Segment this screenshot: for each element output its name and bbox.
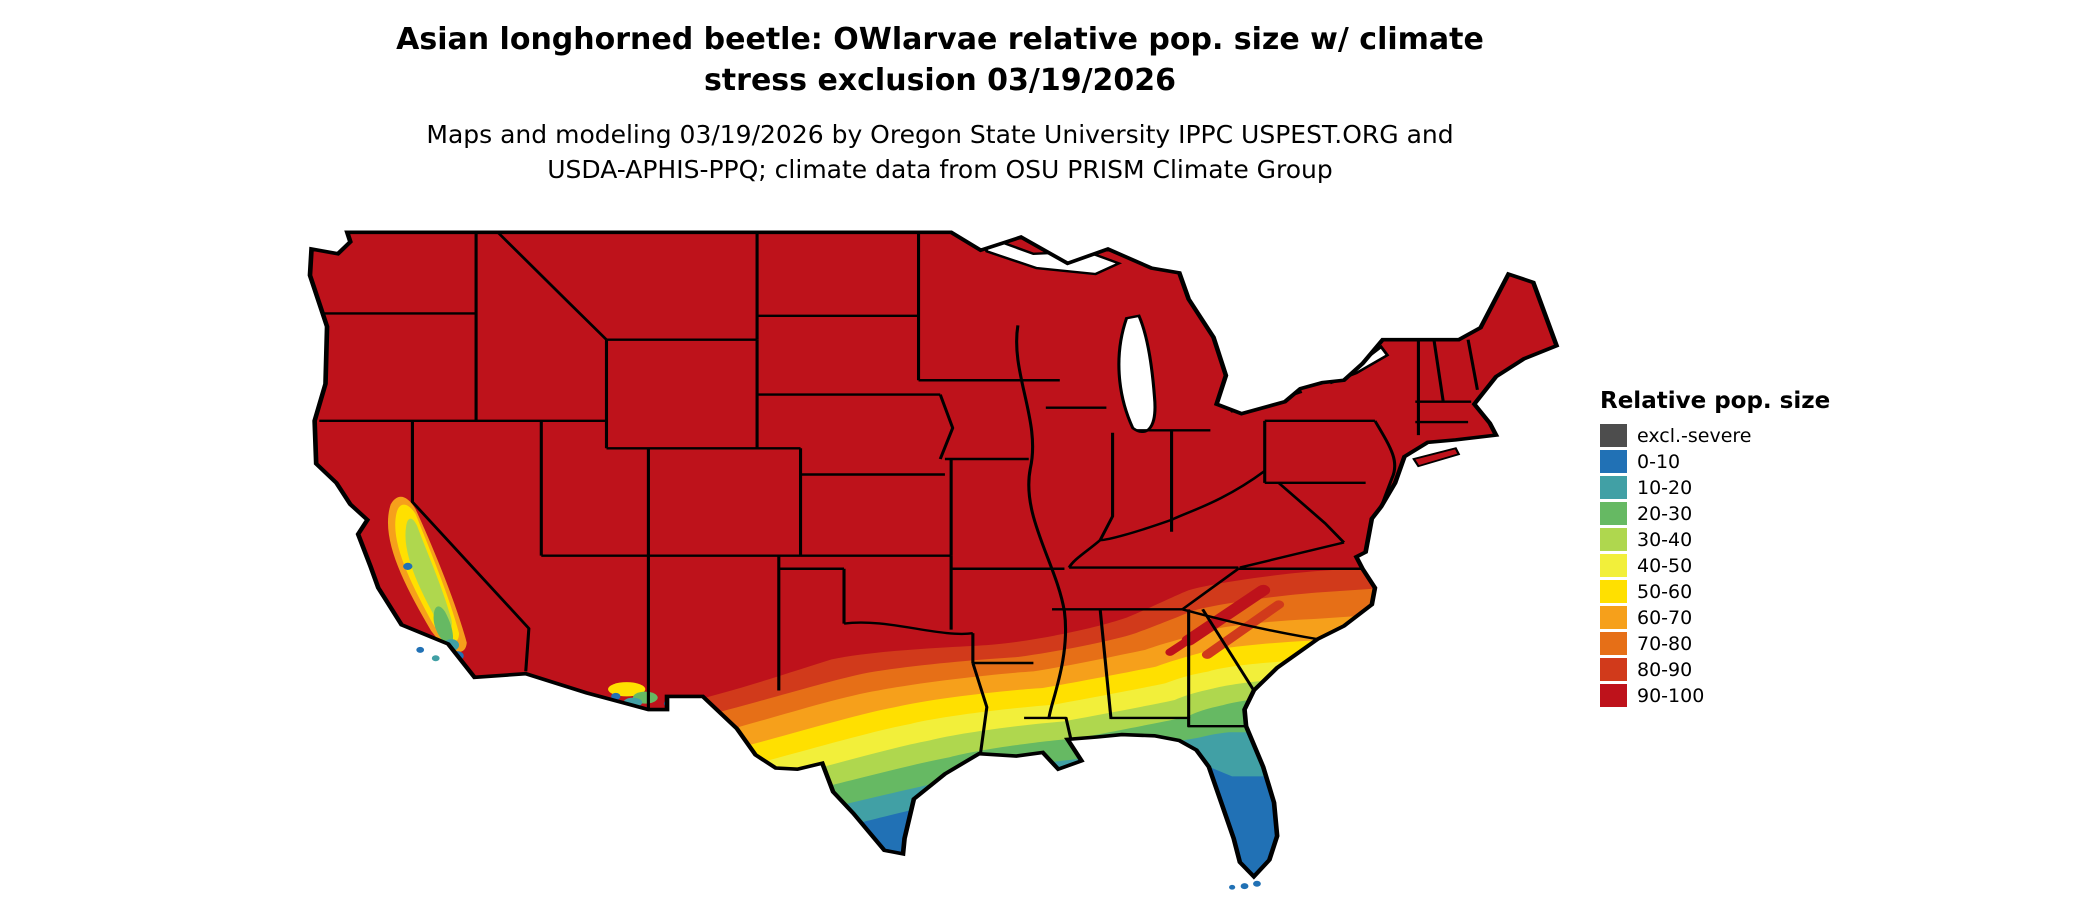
- legend-label: 50-60: [1637, 580, 1693, 603]
- legend-row: excl.-severe: [1600, 424, 1860, 447]
- legend-label: 90-100: [1637, 684, 1705, 707]
- legend-label: 40-50: [1637, 554, 1693, 577]
- long-island: [1412, 447, 1461, 468]
- legend-swatch-70-80: [1600, 632, 1627, 655]
- legend-swatch-20-30: [1600, 502, 1627, 525]
- us-map-svg: [296, 218, 1569, 890]
- florida-keys: [1240, 883, 1249, 890]
- legend-label: 30-40: [1637, 528, 1693, 551]
- channel-islands: [416, 646, 425, 653]
- legend-row: 50-60: [1600, 580, 1860, 603]
- us-population-map: [296, 218, 1569, 904]
- page-title-line2: stress exclusion 03/19/2026: [703, 62, 1177, 98]
- page-subtitle: Maps and modeling 03/19/2026 by Oregon S…: [240, 118, 1640, 187]
- legend-swatch-90-100: [1600, 684, 1627, 707]
- legend-row: 40-50: [1600, 554, 1860, 577]
- map-legend: Relative pop. size excl.-severe 0-10 10-…: [1600, 388, 1860, 710]
- legend-swatch-60-70: [1600, 606, 1627, 629]
- legend-swatch-30-40: [1600, 528, 1627, 551]
- legend-row: 30-40: [1600, 528, 1860, 551]
- legend-swatch-50-60: [1600, 580, 1627, 603]
- legend-swatch-10-20: [1600, 476, 1627, 499]
- page-subtitle-line2: USDA-APHIS-PPQ; climate data from OSU PR…: [547, 154, 1333, 184]
- legend-row: 90-100: [1600, 684, 1860, 707]
- page-title-line1: Asian longhorned beetle: OWlarvae relati…: [396, 22, 1484, 57]
- appalachian-streaks: [1165, 584, 1285, 659]
- legend-swatch-0-10: [1600, 450, 1627, 473]
- legend-row: 10-20: [1600, 476, 1860, 499]
- legend-row: 20-30: [1600, 502, 1860, 525]
- channel-islands: [431, 655, 440, 662]
- legend-label: 20-30: [1637, 502, 1693, 525]
- legend-label: 70-80: [1637, 632, 1693, 655]
- legend-swatch-40-50: [1600, 554, 1627, 577]
- state-borders: [319, 232, 1479, 753]
- legend-label: 0-10: [1637, 450, 1681, 473]
- legend-row: 70-80: [1600, 632, 1860, 655]
- legend-swatch-80-90: [1600, 658, 1627, 681]
- legend-row: 0-10: [1600, 450, 1860, 473]
- page-title: Asian longhorned beetle: OWlarvae relati…: [240, 20, 1640, 101]
- legend-row: 80-90: [1600, 658, 1860, 681]
- legend-swatch-excl-severe: [1600, 424, 1627, 447]
- offshore-features: [416, 447, 1461, 890]
- legend-label: 80-90: [1637, 658, 1693, 681]
- legend-title: Relative pop. size: [1600, 388, 1831, 414]
- page-subtitle-line1: Maps and modeling 03/19/2026 by Oregon S…: [426, 120, 1454, 149]
- legend-label: 60-70: [1637, 606, 1693, 629]
- legend-row: 60-70: [1600, 606, 1860, 629]
- legend-label: 10-20: [1637, 476, 1693, 499]
- florida-keys: [1253, 880, 1261, 887]
- florida-keys: [1229, 884, 1236, 890]
- legend-label: excl.-severe: [1637, 424, 1752, 447]
